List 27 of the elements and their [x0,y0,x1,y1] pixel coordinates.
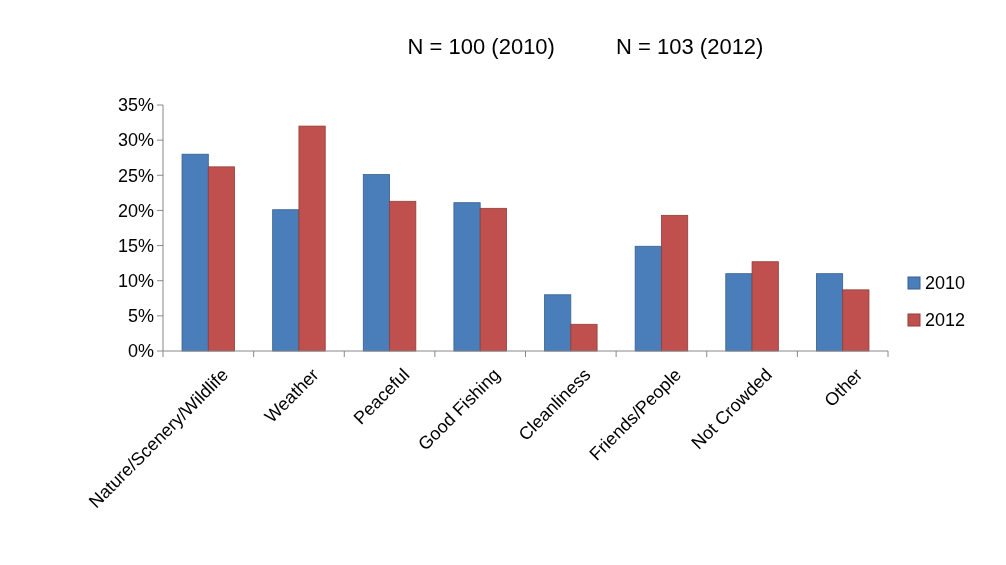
legend-label: 2012 [925,310,966,331]
y-tick-label: 20% [117,200,154,221]
bar [544,294,572,352]
bar [661,214,689,352]
bar [207,166,235,352]
bar [453,202,481,352]
legend-label: 2010 [925,273,966,294]
bar [751,261,779,352]
bar [570,323,598,352]
y-tick-label: 5% [127,306,154,327]
bar [634,245,662,352]
y-tick-label: 0% [127,341,154,362]
bar [816,273,844,352]
bar [272,209,300,352]
y-tick-label: 30% [117,130,154,151]
bar [725,273,753,352]
bar [298,125,326,352]
y-tick-label: 35% [117,95,154,116]
y-tick-label: 25% [117,165,154,186]
bar [842,289,870,352]
bar [479,207,507,352]
y-tick-label: 10% [117,271,154,292]
bar [181,153,209,352]
y-tick-label: 15% [117,235,154,256]
bar [362,174,390,352]
bar [389,200,417,352]
chart-title: N = 100 (2010) N = 103 (2012) [407,34,764,59]
